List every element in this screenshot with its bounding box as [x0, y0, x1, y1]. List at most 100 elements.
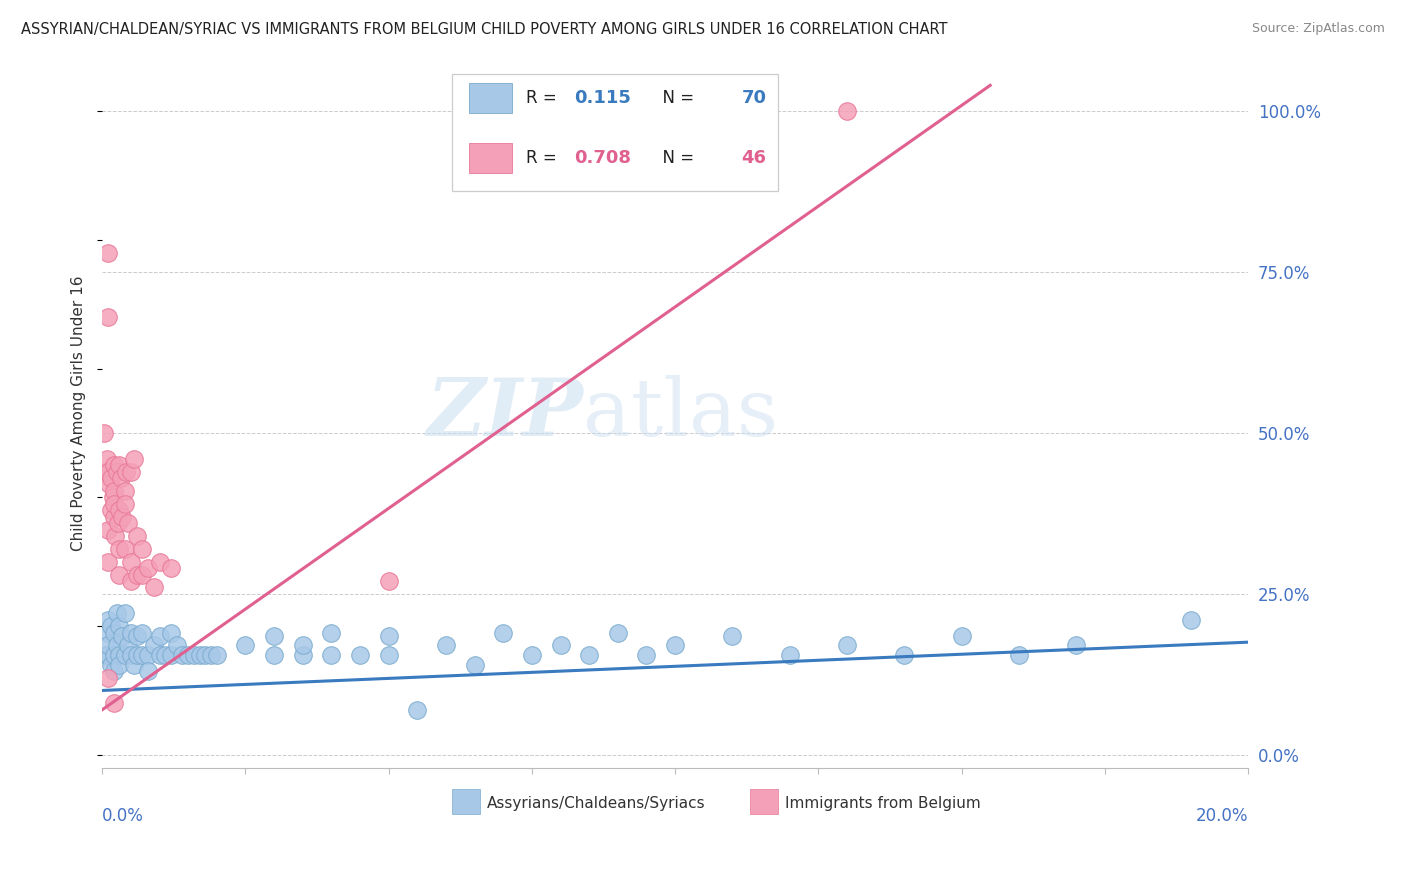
- Point: [105, 465, 128, 479]
- Point: [100, 503, 122, 517]
- Point: [101, 491, 124, 505]
- Bar: [451, 74, 778, 191]
- Point: [108, 458, 131, 472]
- Point: [114, 497, 136, 511]
- Point: [103, 497, 125, 511]
- Point: [131, 625, 153, 640]
- Point: [114, 483, 136, 498]
- Point: [148, 629, 170, 643]
- Text: R =: R =: [526, 89, 562, 107]
- Point: [120, 625, 142, 640]
- Point: [94, 465, 117, 479]
- Point: [111, 509, 134, 524]
- Point: [103, 664, 125, 678]
- Point: [1064, 639, 1087, 653]
- Point: [125, 648, 148, 662]
- Point: [136, 561, 159, 575]
- Point: [110, 471, 132, 485]
- Point: [108, 648, 131, 662]
- Text: 0.115: 0.115: [574, 89, 631, 107]
- Point: [377, 574, 399, 588]
- Text: Immigrants from Belgium: Immigrants from Belgium: [785, 796, 981, 811]
- Point: [108, 619, 131, 633]
- Text: Source: ZipAtlas.com: Source: ZipAtlas.com: [1251, 22, 1385, 36]
- Bar: [468, 83, 512, 112]
- Point: [105, 606, 128, 620]
- Point: [377, 629, 399, 643]
- Point: [97, 310, 120, 324]
- Point: [188, 648, 211, 662]
- Point: [321, 625, 343, 640]
- Point: [520, 648, 543, 662]
- Point: [664, 639, 686, 653]
- Point: [177, 648, 200, 662]
- Point: [160, 648, 183, 662]
- Point: [205, 648, 228, 662]
- Point: [103, 458, 125, 472]
- Point: [131, 567, 153, 582]
- Point: [235, 639, 257, 653]
- Point: [97, 625, 120, 640]
- Point: [108, 541, 131, 556]
- Point: [103, 648, 125, 662]
- Point: [97, 639, 120, 653]
- Point: [117, 639, 139, 653]
- Point: [406, 703, 429, 717]
- Point: [108, 567, 131, 582]
- Point: [321, 648, 343, 662]
- Point: [636, 648, 658, 662]
- Point: [148, 648, 170, 662]
- Point: [108, 503, 131, 517]
- Point: [97, 245, 120, 260]
- Point: [492, 625, 515, 640]
- Point: [377, 648, 399, 662]
- Point: [100, 619, 122, 633]
- Point: [131, 541, 153, 556]
- Point: [136, 664, 159, 678]
- Text: 0.0%: 0.0%: [103, 806, 143, 824]
- Point: [125, 529, 148, 543]
- Bar: [451, 789, 481, 814]
- Text: 70: 70: [741, 89, 766, 107]
- Point: [263, 629, 285, 643]
- Point: [721, 629, 744, 643]
- Point: [950, 629, 973, 643]
- Point: [263, 648, 285, 662]
- Text: 46: 46: [741, 149, 766, 167]
- Point: [103, 625, 125, 640]
- Text: ZIP: ZIP: [426, 375, 583, 452]
- Point: [117, 516, 139, 530]
- Point: [835, 639, 858, 653]
- Point: [578, 648, 600, 662]
- Point: [97, 523, 120, 537]
- Point: [98, 477, 121, 491]
- Point: [122, 451, 145, 466]
- Point: [166, 639, 188, 653]
- Point: [148, 555, 170, 569]
- Point: [120, 555, 142, 569]
- Point: [97, 613, 120, 627]
- Point: [108, 657, 131, 672]
- Point: [125, 629, 148, 643]
- Point: [1008, 648, 1031, 662]
- Point: [115, 465, 138, 479]
- Point: [122, 657, 145, 672]
- Point: [131, 648, 153, 662]
- Point: [200, 648, 222, 662]
- Point: [155, 648, 177, 662]
- Point: [100, 471, 122, 485]
- Point: [160, 625, 183, 640]
- Text: R =: R =: [526, 149, 562, 167]
- Point: [107, 516, 129, 530]
- Point: [114, 541, 136, 556]
- Point: [97, 648, 120, 662]
- Point: [104, 529, 127, 543]
- Point: [93, 425, 115, 440]
- Point: [97, 555, 120, 569]
- Point: [142, 639, 165, 653]
- Text: atlas: atlas: [583, 375, 779, 452]
- Point: [120, 648, 142, 662]
- Point: [100, 657, 122, 672]
- Text: N =: N =: [652, 149, 700, 167]
- Text: 0.708: 0.708: [574, 149, 631, 167]
